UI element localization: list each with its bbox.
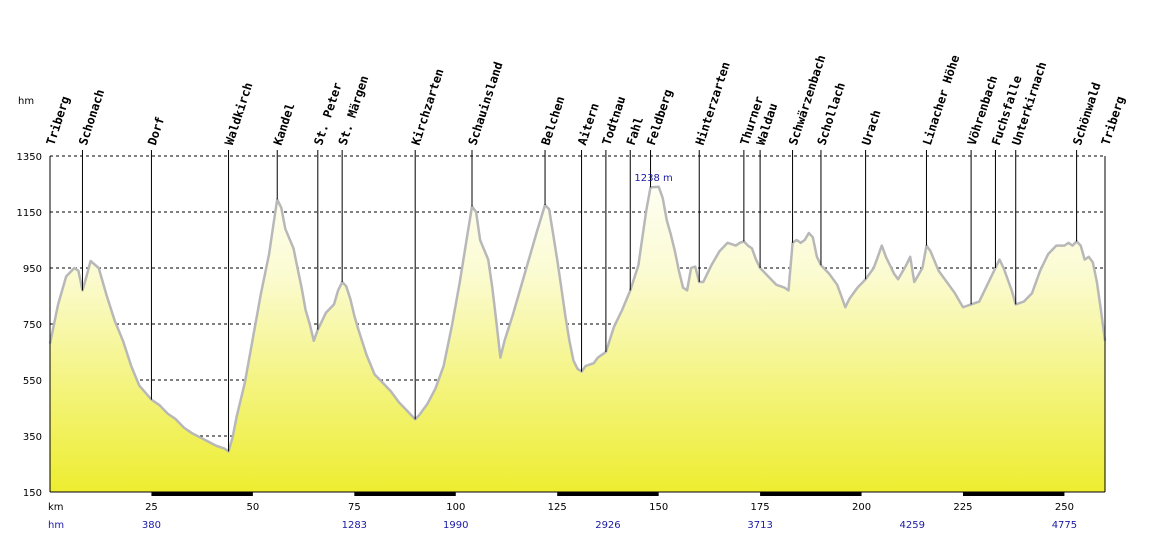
place-label: Schonach	[76, 88, 107, 147]
y-tick-label: 750	[23, 320, 42, 331]
cumulative-ascent-label: 3713	[747, 520, 772, 531]
place-label: Belchen	[539, 94, 568, 146]
y-tick-label: 550	[23, 376, 42, 387]
x-axis-segment	[760, 492, 862, 496]
cumulative-ascent-label: 1283	[342, 520, 367, 531]
place-label: Kirchzarten	[409, 67, 447, 147]
place-label: Aitern	[575, 101, 602, 147]
y-tick-label: 950	[23, 264, 42, 275]
x-tick-label: 125	[548, 502, 567, 513]
place-label: Fahl	[624, 115, 646, 147]
peak-elevation-label: 1238 m	[634, 173, 672, 184]
place-label: Feldberg	[644, 88, 675, 147]
place-label: Dorf	[145, 115, 167, 147]
y-tick-label: 350	[23, 432, 42, 443]
x-tick-label: 225	[953, 502, 972, 513]
place-label: Schollach	[814, 81, 847, 147]
x-tick-label: 25	[145, 502, 158, 513]
y-tick-label: 1150	[17, 208, 42, 219]
place-label: Triberg	[1099, 94, 1128, 146]
x-tick-label: 50	[247, 502, 260, 513]
place-label: Waldkirch	[222, 81, 255, 147]
axis-labels: 150 350 550 750 950 1150 1350 1238 m 25 50 75 100 12…	[17, 96, 1078, 531]
gridlines	[50, 155, 1105, 437]
place-label: Kandel	[271, 101, 298, 147]
y-tick-label: 150	[23, 488, 42, 499]
cumulative-ascent-label: 4775	[1052, 520, 1077, 531]
cumulative-ascent-label: 4259	[900, 520, 925, 531]
profile-line	[48, 185, 1107, 453]
cumulative-ascent-label: 380	[142, 520, 161, 531]
place-label: Hinterzarten	[693, 60, 733, 147]
cumulative-ascent-label: 1990	[443, 520, 468, 531]
x-unit-label: km	[48, 502, 64, 513]
x-tick-label: 75	[348, 502, 361, 513]
x-axis-segment	[354, 492, 456, 496]
x-axis-segment	[151, 492, 253, 496]
x-tick-label: 200	[852, 502, 871, 513]
x-tick-label: 250	[1055, 502, 1074, 513]
place-label: Linacher Höhe	[920, 53, 962, 147]
ascent-row-label: hm	[48, 520, 64, 531]
x-tick-label: 150	[649, 502, 668, 513]
x-tick-label: 175	[751, 502, 770, 513]
x-axis-segment	[962, 492, 1065, 496]
profile-fill	[50, 186, 1105, 493]
x-tick-label: 100	[446, 502, 465, 513]
place-label: Triberg	[44, 94, 73, 146]
place-label: Schauinsland	[466, 60, 506, 147]
place-label: Schönwald	[1070, 81, 1103, 147]
y-tick-label: 1350	[17, 152, 42, 163]
profile-area	[48, 185, 1107, 493]
place-label: Urach	[859, 108, 883, 147]
cumulative-ascent-label: 2926	[595, 520, 620, 531]
y-unit-label: hm	[18, 96, 34, 107]
x-axis-segment	[557, 492, 659, 496]
axes	[49, 156, 1106, 496]
